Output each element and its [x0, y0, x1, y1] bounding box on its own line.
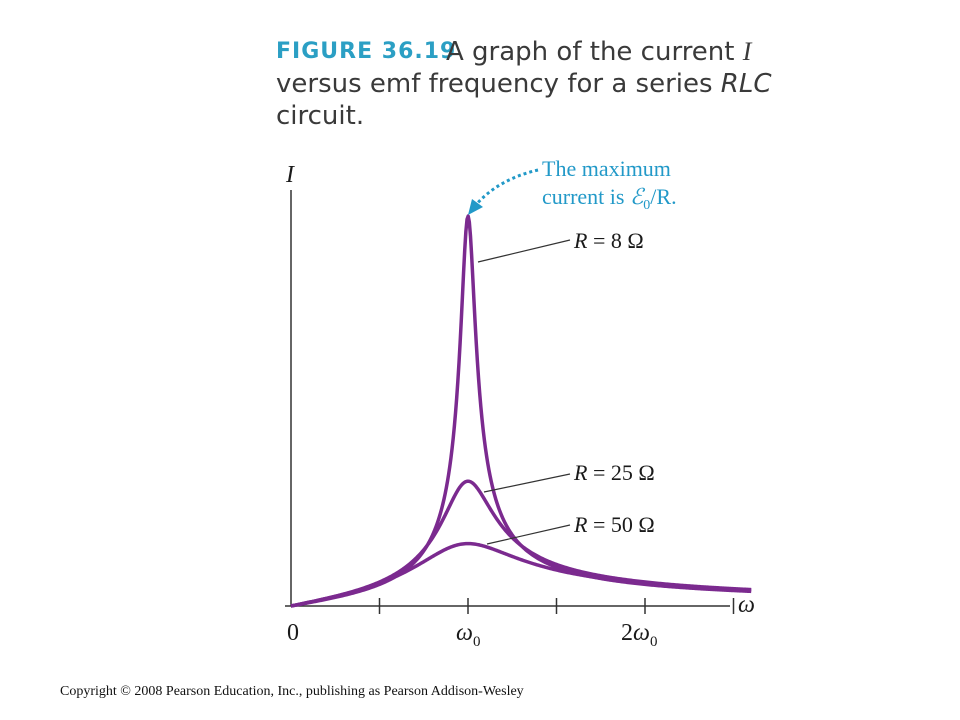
caption-line-2: versus emf frequency for a series RLC	[276, 69, 772, 99]
x-tick-label: 2ω0	[621, 620, 657, 650]
series-line-R50	[290, 541, 752, 608]
max-current-annotation: The maximum current is ℰ0/R.	[468, 156, 677, 215]
copyright-notice: Copyright © 2008 Pearson Education, Inc.…	[60, 684, 524, 699]
series-label-R50: R = 50 Ω	[573, 512, 655, 537]
y-axis-label: I	[285, 162, 295, 188]
caption-line-3: circuit.	[276, 101, 364, 131]
x-axis-label: ω	[738, 592, 755, 618]
caption-line-1: A graph of the current I	[446, 37, 753, 67]
axes: I ω	[285, 162, 755, 618]
x-tick-label: 0	[287, 620, 299, 646]
series-label-R25: R = 25 Ω	[573, 460, 655, 485]
x-tick-label: ω0	[456, 620, 480, 650]
x-ticks: 0 ω0 2ω0	[287, 598, 735, 650]
annotation-arrowhead	[468, 199, 483, 215]
annotation-line-2: current is ℰ0/R.	[542, 184, 677, 213]
series-leader-line	[477, 239, 571, 263]
series-label-R8: R = 8 Ω	[573, 228, 644, 253]
curves	[290, 214, 752, 608]
figure-caption: FIGURE 36.19 A graph of the current I ve…	[276, 37, 772, 131]
figure-number: FIGURE 36.19	[276, 39, 456, 64]
series-leader-line	[483, 473, 571, 493]
series-labels: R = 8 Ω R = 25 Ω R = 50 Ω	[477, 228, 655, 545]
annotation-arrow	[473, 168, 539, 207]
series-leader-line	[486, 524, 571, 545]
annotation-line-1: The maximum	[542, 156, 671, 181]
